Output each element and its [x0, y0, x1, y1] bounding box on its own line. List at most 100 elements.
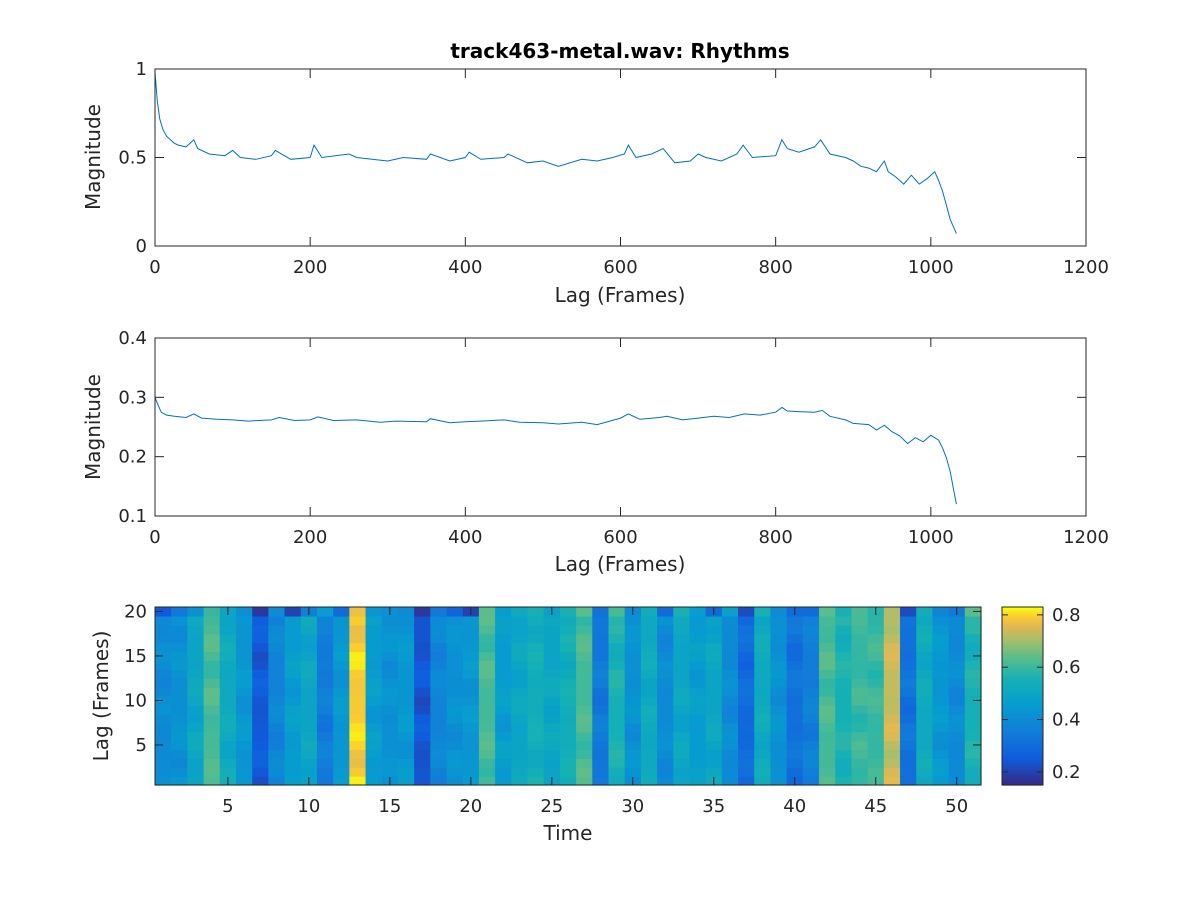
heatmap-cell [851, 722, 869, 733]
heatmap-cell [640, 660, 658, 670]
heatmap-cell [187, 615, 205, 626]
heatmap-cell [964, 642, 982, 653]
heatmap-cell [349, 651, 367, 661]
heatmap-cell [543, 740, 561, 750]
heatmap-cell [446, 678, 464, 688]
heatmap-cell [316, 615, 334, 626]
heatmap-cell [478, 660, 496, 670]
x-tick-label: 20 [459, 796, 482, 817]
heatmap-cell [543, 669, 561, 679]
heatmap-cell [300, 740, 318, 750]
heatmap-cell [462, 749, 480, 759]
heatmap-cell [900, 651, 917, 661]
heatmap-cell [365, 624, 383, 635]
heatmap-cell [495, 731, 512, 742]
heatmap-cell [559, 749, 577, 759]
heatmap-cell [381, 731, 399, 742]
heatmap-cell [786, 696, 804, 706]
heatmap-cell [527, 624, 545, 635]
heatmap-cell [867, 696, 885, 706]
heatmap-cell [705, 713, 723, 724]
heatmap-cell [171, 740, 188, 750]
heatmap-cell [835, 776, 853, 786]
y-axis-ticks: 5 10 15 20 [124, 601, 981, 756]
heatmap-cell [203, 704, 221, 715]
heatmap-cell [187, 776, 205, 786]
heatmap-cell [527, 678, 545, 688]
heatmap-cell [430, 696, 448, 706]
heatmap-cell [867, 722, 885, 733]
heatmap-cell [252, 767, 269, 777]
heatmap-cell [867, 615, 885, 626]
heatmap-cell [835, 607, 853, 617]
heatmap-cell [721, 776, 739, 786]
heatmap-cell [786, 615, 804, 626]
heatmap-cell [252, 696, 269, 706]
heatmap-cell [511, 776, 529, 786]
heatmap-cell [511, 607, 529, 617]
heatmap-cell [673, 776, 691, 786]
heatmap-cell [203, 749, 221, 759]
colorbar-segment [1002, 637, 1043, 640]
heatmap-cell [883, 749, 901, 759]
heatmap-cell [883, 633, 901, 644]
heatmap-cell [592, 615, 610, 626]
heatmap-cell [397, 776, 415, 786]
colorbar-segment [1002, 705, 1043, 708]
heatmap-cell [576, 633, 593, 644]
heatmap-cell [770, 687, 788, 697]
heatmap-cell [948, 722, 966, 733]
heatmap-cell [414, 696, 431, 706]
heatmap-cell [657, 776, 674, 786]
heatmap-cell [527, 660, 545, 670]
heatmap-cell [624, 758, 642, 768]
heatmap-cell [527, 607, 545, 617]
heatmap-cell [738, 633, 755, 644]
heatmap-cell [705, 642, 723, 653]
heatmap-cell [916, 669, 934, 679]
heatmap-cell [171, 624, 188, 635]
heatmap-cell [738, 660, 755, 670]
colorbar-segment [1002, 673, 1043, 676]
heatmap-cell [527, 740, 545, 750]
heatmap-cell [786, 731, 804, 742]
heatmap-cell [624, 633, 642, 644]
heatmap-cell [948, 704, 966, 715]
x-tick-label: 600 [603, 257, 637, 278]
heatmap-cell [235, 776, 253, 786]
heatmap-cell [916, 713, 934, 724]
heatmap-cell [511, 669, 529, 679]
heatmap-cell [381, 749, 399, 759]
heatmap-cell [300, 687, 318, 697]
heatmap-cell [835, 615, 853, 626]
heatmap-cell [268, 615, 286, 626]
heatmap-cell [543, 731, 561, 742]
colorbar-segment [1002, 733, 1043, 736]
heatmap-cell [284, 713, 302, 724]
heatmap-cell [964, 660, 982, 670]
heatmap-cell [478, 749, 496, 759]
heatmap-cell [365, 713, 383, 724]
heatmap-cell [171, 607, 188, 617]
heatmap-cell [689, 758, 707, 768]
heatmap-cell [511, 687, 529, 697]
heatmap-cell [948, 678, 966, 688]
heatmap-cell [948, 687, 966, 697]
heatmap-cell [414, 731, 431, 742]
heatmap-cell [608, 651, 626, 661]
heatmap-cell [333, 615, 350, 626]
heatmap-cell [770, 607, 788, 617]
heatmap-cell [284, 607, 302, 617]
heatmap-cell [187, 624, 205, 635]
heatmap-cell [624, 687, 642, 697]
heatmap-cell [754, 678, 772, 688]
heatmap-cell [721, 749, 739, 759]
heatmap-cell [381, 660, 399, 670]
heatmap-cell [721, 651, 739, 661]
heatmap-cell [916, 678, 934, 688]
heatmap-cell [948, 651, 966, 661]
heatmap-cell [867, 642, 885, 653]
heatmap-cell [576, 615, 593, 626]
heatmap-cell [802, 678, 820, 688]
heatmap-cell [883, 776, 901, 786]
